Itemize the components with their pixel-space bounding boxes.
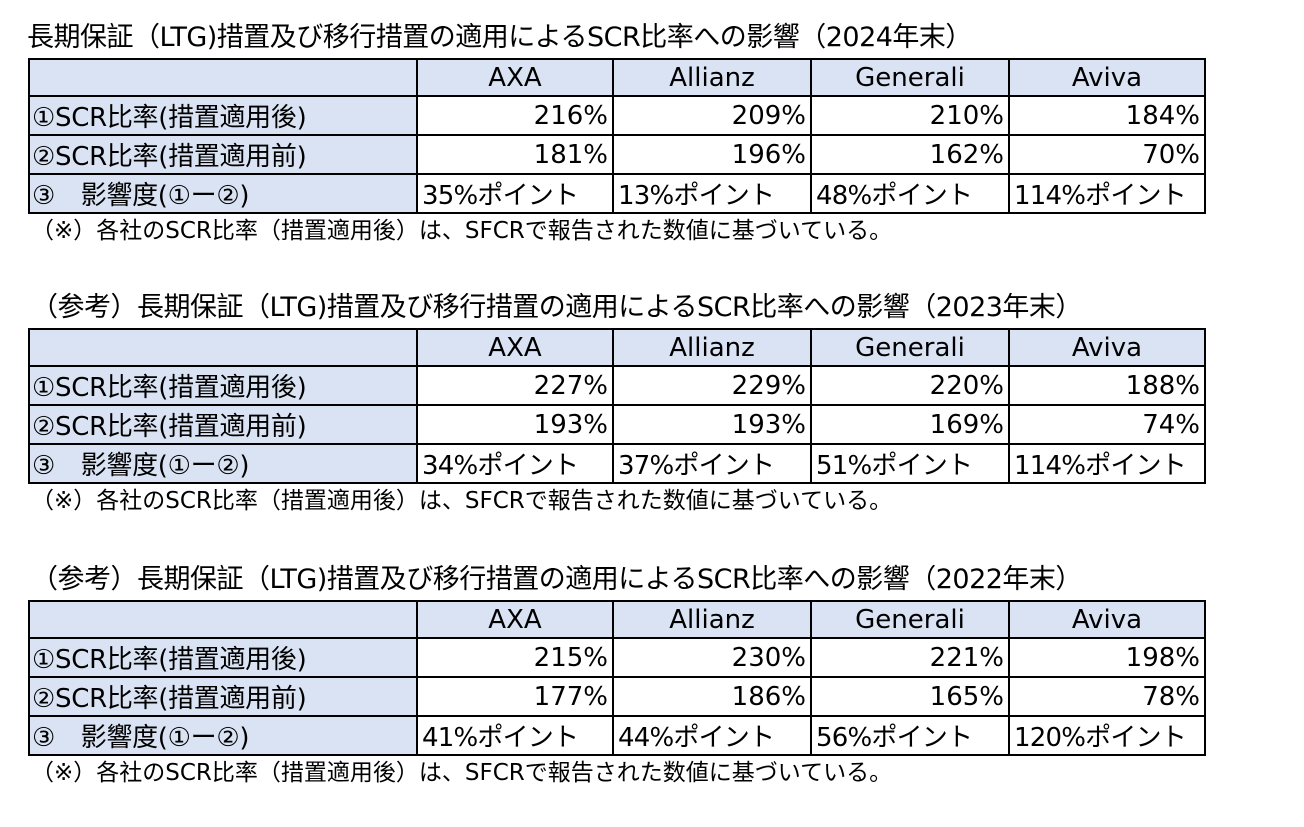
value-cell: 230% — [612, 637, 812, 678]
row-label-impact: ③ 影響度(①ー②) — [28, 173, 418, 214]
impact-cell: 13%ポイント — [612, 173, 812, 214]
row-label-after: ①SCR比率(措置適用後) — [28, 95, 418, 136]
header-row: AXA Allianz Generali Aviva — [28, 328, 1206, 367]
header-blank-cell — [28, 58, 418, 97]
impact-cell: 48%ポイント — [810, 173, 1010, 214]
company-header-allianz: Allianz — [612, 600, 812, 639]
value-cell: 184% — [1008, 95, 1206, 136]
company-header-aviva: Aviva — [1008, 600, 1206, 639]
table-title: （参考）長期保証（LTG)措置及び移行措置の適用によるSCR比率への影響（202… — [31, 564, 1082, 595]
value-cell: 229% — [612, 365, 812, 406]
impact-cell: 114%ポイント — [1008, 443, 1206, 484]
header-row: AXA Allianz Generali Aviva — [28, 58, 1206, 97]
value-cell: 74% — [1008, 404, 1206, 445]
value-cell: 70% — [1008, 134, 1206, 175]
impact-cell: 120%ポイント — [1008, 715, 1206, 756]
value-cell: 177% — [416, 676, 614, 717]
value-cell: 216% — [416, 95, 614, 136]
value-cell: 227% — [416, 365, 614, 406]
ratio-block-2024: 長期保証（LTG)措置及び移行措置の適用によるSCR比率への影響（2024年末）… — [27, 18, 1206, 250]
company-header-axa: AXA — [416, 328, 614, 367]
impact-cell: 51%ポイント — [810, 443, 1010, 484]
row-label-before: ②SCR比率(措置適用前) — [28, 404, 418, 445]
ratio-block-2023: （参考）長期保証（LTG)措置及び移行措置の適用によるSCR比率への影響（202… — [27, 288, 1206, 520]
table-title: 長期保証（LTG)措置及び移行措置の適用によるSCR比率への影響（2024年末） — [27, 22, 972, 53]
company-header-axa: AXA — [416, 600, 614, 639]
value-cell: 196% — [612, 134, 812, 175]
row-label-impact: ③ 影響度(①ー②) — [28, 715, 418, 756]
company-header-aviva: Aviva — [1008, 328, 1206, 367]
table-row: ①SCR比率(措置適用後) 216% 209% 210% 184% — [28, 95, 1206, 136]
company-header-allianz: Allianz — [612, 328, 812, 367]
table-row: ②SCR比率(措置適用前) 193% 193% 169% 74% — [28, 404, 1206, 445]
header-row: AXA Allianz Generali Aviva — [28, 600, 1206, 639]
scr-table-2024: AXA Allianz Generali Aviva ①SCR比率(措置適用後)… — [28, 58, 1206, 214]
table-row: ①SCR比率(措置適用後) 215% 230% 221% 198% — [28, 637, 1206, 678]
table-row: ③ 影響度(①ー②) 35%ポイント 13%ポイント 48%ポイント 114%ポ… — [28, 173, 1206, 214]
value-cell: 193% — [416, 404, 614, 445]
value-cell: 181% — [416, 134, 614, 175]
value-cell: 220% — [810, 365, 1010, 406]
row-label-before: ②SCR比率(措置適用前) — [28, 676, 418, 717]
value-cell: 162% — [810, 134, 1010, 175]
impact-cell: 41%ポイント — [416, 715, 614, 756]
company-header-aviva: Aviva — [1008, 58, 1206, 97]
company-header-axa: AXA — [416, 58, 614, 97]
table-row: ③ 影響度(①ー②) 41%ポイント 44%ポイント 56%ポイント 120%ポ… — [28, 715, 1206, 756]
value-cell: 78% — [1008, 676, 1206, 717]
impact-cell: 34%ポイント — [416, 443, 614, 484]
header-blank-cell — [28, 328, 418, 367]
table-row: ③ 影響度(①ー②) 34%ポイント 37%ポイント 51%ポイント 114%ポ… — [28, 443, 1206, 484]
value-cell: 198% — [1008, 637, 1206, 678]
value-cell: 165% — [810, 676, 1010, 717]
impact-cell: 44%ポイント — [612, 715, 812, 756]
company-header-generali: Generali — [810, 328, 1010, 367]
value-cell: 193% — [612, 404, 812, 445]
value-cell: 215% — [416, 637, 614, 678]
row-label-impact: ③ 影響度(①ー②) — [28, 443, 418, 484]
company-header-generali: Generali — [810, 58, 1010, 97]
company-header-allianz: Allianz — [612, 58, 812, 97]
table-row: ②SCR比率(措置適用前) 177% 186% 165% 78% — [28, 676, 1206, 717]
table-row: ①SCR比率(措置適用後) 227% 229% 220% 188% — [28, 365, 1206, 406]
value-cell: 188% — [1008, 365, 1206, 406]
value-cell: 186% — [612, 676, 812, 717]
impact-cell: 37%ポイント — [612, 443, 812, 484]
impact-cell: 114%ポイント — [1008, 173, 1206, 214]
header-blank-cell — [28, 600, 418, 639]
footnote: （※）各社のSCR比率（措置適用後）は、SFCRで報告された数値に基づいている。 — [31, 760, 893, 786]
row-label-before: ②SCR比率(措置適用前) — [28, 134, 418, 175]
value-cell: 221% — [810, 637, 1010, 678]
impact-cell: 56%ポイント — [810, 715, 1010, 756]
ratio-block-2022: （参考）長期保証（LTG)措置及び移行措置の適用によるSCR比率への影響（202… — [27, 560, 1206, 792]
row-label-after: ①SCR比率(措置適用後) — [28, 365, 418, 406]
value-cell: 210% — [810, 95, 1010, 136]
value-cell: 209% — [612, 95, 812, 136]
value-cell: 169% — [810, 404, 1010, 445]
footnote: （※）各社のSCR比率（措置適用後）は、SFCRで報告された数値に基づいている。 — [31, 218, 893, 244]
impact-cell: 35%ポイント — [416, 173, 614, 214]
table-title: （参考）長期保証（LTG)措置及び移行措置の適用によるSCR比率への影響（202… — [31, 292, 1082, 323]
footnote: （※）各社のSCR比率（措置適用後）は、SFCRで報告された数値に基づいている。 — [31, 488, 893, 514]
scr-table-2022: AXA Allianz Generali Aviva ①SCR比率(措置適用後)… — [28, 600, 1206, 756]
scr-table-2023: AXA Allianz Generali Aviva ①SCR比率(措置適用後)… — [28, 328, 1206, 484]
row-label-after: ①SCR比率(措置適用後) — [28, 637, 418, 678]
table-row: ②SCR比率(措置適用前) 181% 196% 162% 70% — [28, 134, 1206, 175]
company-header-generali: Generali — [810, 600, 1010, 639]
